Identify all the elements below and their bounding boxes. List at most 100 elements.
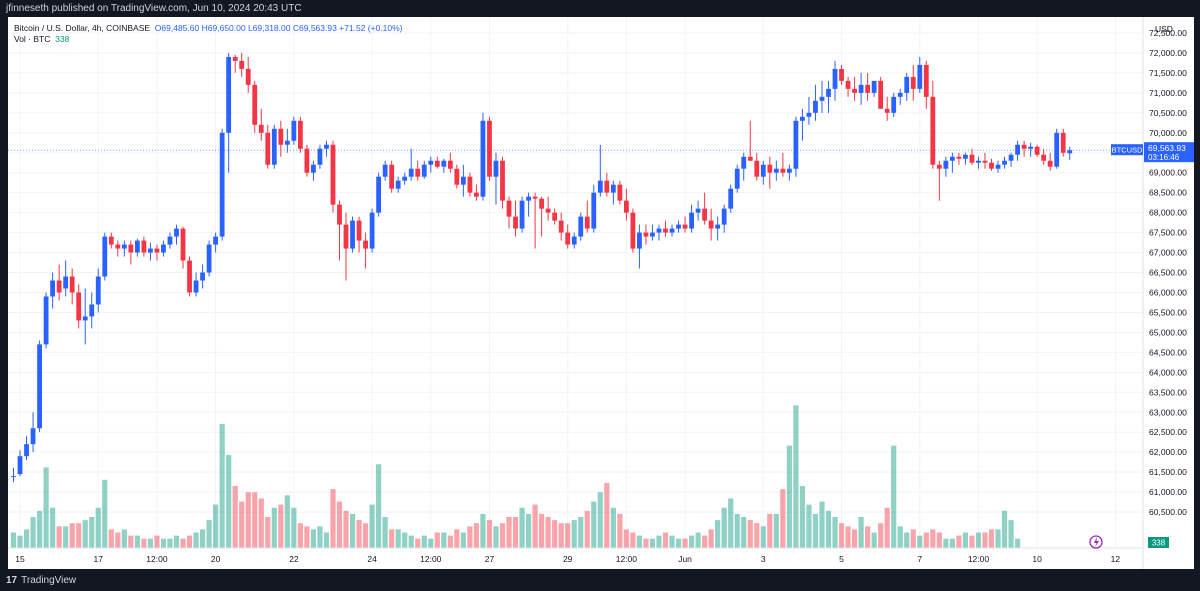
- volume-bar: [525, 513, 532, 548]
- volume-bar: [1001, 510, 1008, 548]
- volume-bar: [754, 523, 760, 548]
- volume-bar: [623, 529, 629, 548]
- volume-bar: [532, 504, 538, 548]
- x-tick-label: Jun: [678, 554, 692, 564]
- candle-body: [63, 276, 69, 289]
- volume-bar: [649, 538, 656, 548]
- ohlc-change: +71.52 (+0.10%): [339, 23, 403, 33]
- candle-body: [910, 76, 916, 89]
- volume-bar: [108, 529, 114, 548]
- candle-body: [1008, 154, 1014, 161]
- volume-bar: [30, 517, 36, 548]
- x-tick-label: 7: [917, 554, 922, 564]
- candle-body: [356, 220, 362, 241]
- candle-body: [558, 220, 564, 233]
- volume-bar: [512, 517, 519, 548]
- volume-bar: [760, 526, 766, 548]
- candle-body: [643, 232, 649, 237]
- candle-body: [102, 236, 108, 277]
- volume-bar: [258, 498, 264, 548]
- x-tick-label: 22: [289, 554, 299, 564]
- candle-body: [376, 176, 382, 213]
- ohlc-high: H69,650.00: [201, 23, 246, 33]
- y-tick-label: 68,000.00: [1149, 208, 1187, 218]
- volume-bar: [930, 529, 936, 548]
- candle-body: [891, 96, 897, 113]
- volume-bar: [558, 523, 564, 548]
- y-tick-label: 64,500.00: [1149, 347, 1187, 357]
- candle-body: [389, 164, 395, 189]
- x-tick-label: 24: [367, 554, 377, 564]
- candle-body: [728, 188, 734, 209]
- candle-body: [702, 208, 708, 221]
- volume-bar: [832, 517, 838, 548]
- candle-body: [206, 244, 212, 273]
- volume-bar: [643, 538, 649, 548]
- candle-body: [976, 160, 981, 163]
- x-tick-label: 12:00: [146, 554, 168, 564]
- volume-bar: [362, 523, 369, 548]
- candle-body: [265, 132, 271, 165]
- candle-body: [421, 164, 427, 177]
- volume-bar: [597, 492, 603, 548]
- volume-bar: [871, 532, 877, 548]
- candle-body: [715, 224, 721, 229]
- last-price-label-bg: [1144, 142, 1194, 163]
- x-tick-label: 10: [1032, 554, 1042, 564]
- volume-bar: [441, 532, 447, 548]
- candle-body: [180, 228, 186, 261]
- volume-bar: [610, 507, 616, 548]
- candle-body: [760, 164, 766, 177]
- volume-bar: [467, 526, 473, 548]
- tradingview-logo[interactable]: 17 TradingView: [6, 575, 76, 586]
- candle-body: [154, 248, 160, 253]
- candle-body: [734, 168, 740, 189]
- footer-bar: 17 TradingView: [0, 569, 1200, 591]
- candle-body: [630, 212, 636, 249]
- candle-body: [1060, 132, 1066, 153]
- volume-bar: [493, 526, 499, 548]
- volume-bar: [591, 501, 597, 548]
- candle-body: [219, 132, 225, 237]
- candle-body: [467, 176, 473, 193]
- volume-bar: [878, 523, 884, 548]
- volume-bar: [10, 532, 17, 548]
- candle-body: [1034, 146, 1040, 155]
- candle-body: [689, 212, 694, 229]
- y-tick-label: 66,500.00: [1149, 268, 1187, 278]
- candle-body: [826, 88, 831, 97]
- y-tick-label: 65,500.00: [1149, 307, 1187, 317]
- candle-body: [676, 224, 681, 229]
- y-tick-label: 70,500.00: [1149, 108, 1187, 118]
- y-tick-label: 72,000.00: [1149, 48, 1187, 58]
- candle-body: [858, 84, 864, 93]
- candle-body: [167, 236, 173, 245]
- volume-bar: [708, 529, 714, 548]
- candle-body: [1041, 154, 1047, 161]
- ohlc-low: L69,318.00: [247, 23, 291, 33]
- candle-body: [193, 280, 199, 293]
- y-tick-label: 63,500.00: [1149, 387, 1187, 397]
- candle-body: [343, 224, 349, 249]
- volume-bar: [82, 520, 88, 548]
- chart-panel[interactable]: 60,500.00 61,000.00 61,500.00 62,000.00 62,5…: [8, 17, 1194, 569]
- candle-body: [519, 200, 525, 229]
- volume-bar: [962, 532, 969, 548]
- volume-bar: [539, 513, 545, 548]
- candle-body: [878, 80, 884, 109]
- price-chart[interactable]: 60,500.00 61,000.00 61,500.00 62,000.00 62,5…: [8, 17, 1194, 569]
- volume-bar: [675, 538, 682, 548]
- candle-body: [513, 216, 518, 229]
- volume-bar: [186, 535, 193, 548]
- volume-bar: [252, 492, 258, 548]
- candle-body: [500, 160, 505, 201]
- volume-bar: [50, 507, 56, 548]
- volume-bar: [545, 517, 551, 548]
- candle-body: [1028, 146, 1034, 149]
- volume-bar: [115, 532, 121, 548]
- candle-body: [232, 56, 238, 61]
- last-volume-label-bg: [1148, 537, 1169, 548]
- countdown-label: 03:16:46: [1148, 153, 1180, 162]
- candle-body: [454, 168, 460, 185]
- volume-bar: [721, 507, 727, 548]
